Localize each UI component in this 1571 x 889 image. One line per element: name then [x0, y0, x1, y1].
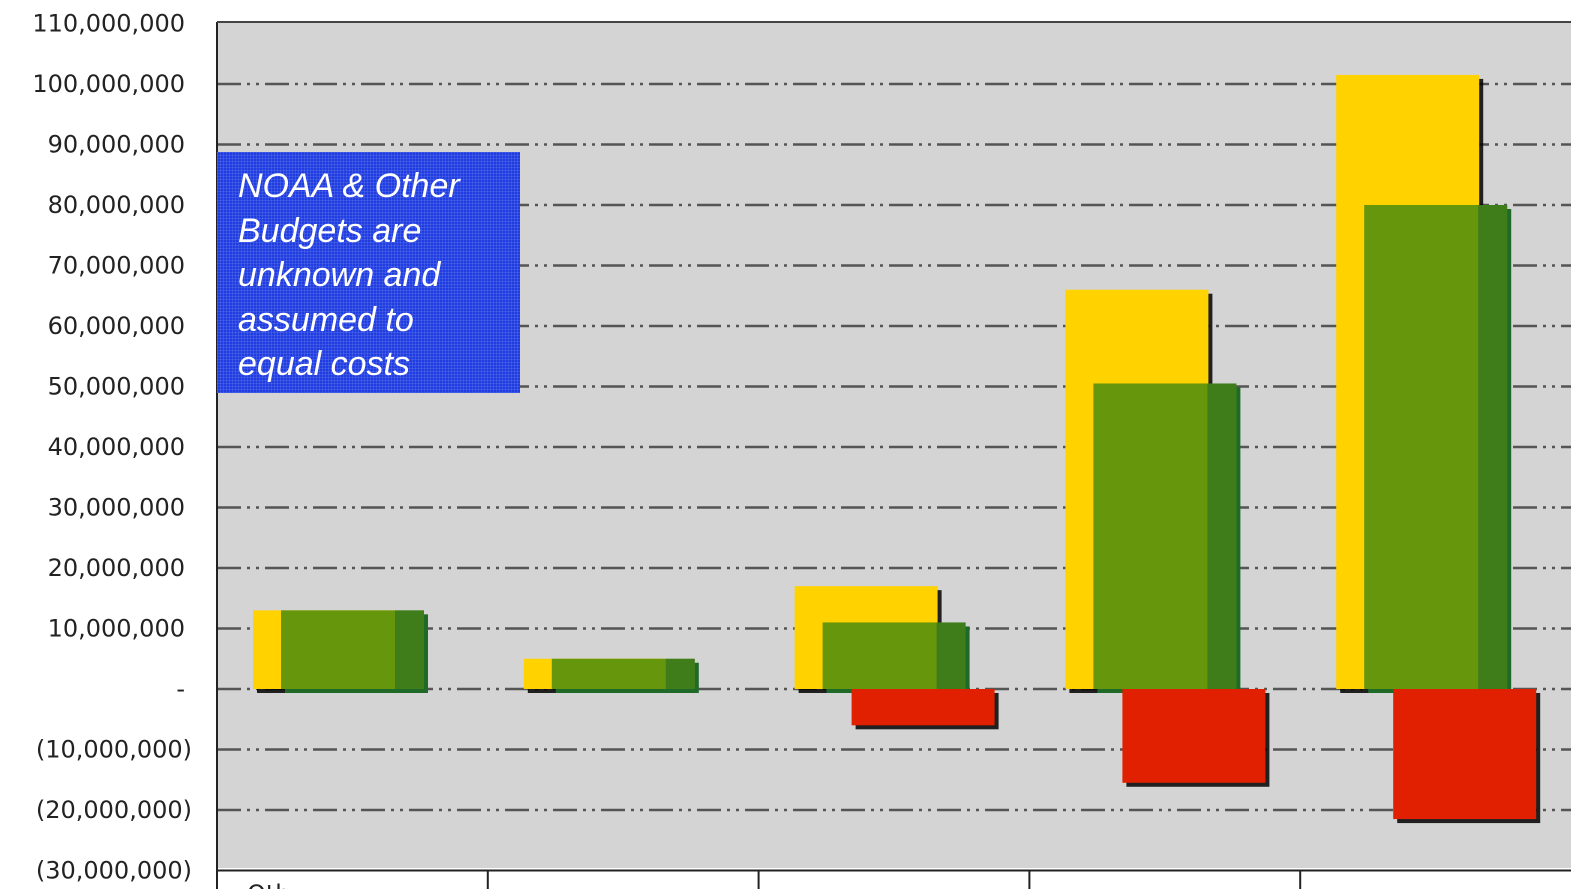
bar-green-side [936, 622, 966, 689]
note-line-3: unknown and [238, 256, 441, 294]
y-tick-label: 60,000,000 [48, 312, 185, 340]
note-line-1: NOAA & Other [238, 167, 460, 205]
annotation-note: NOAA & Other Budgets are unknown and ass… [217, 152, 520, 393]
y-tick-label: 10,000,000 [48, 615, 185, 643]
axes [216, 21, 1571, 889]
bar-red-3 [851, 689, 995, 726]
bar-red-4 [1122, 689, 1266, 783]
bar-red-5 [1393, 689, 1537, 820]
y-tick-label: 70,000,000 [48, 252, 185, 280]
y-tick-label: 100,000,000 [32, 70, 185, 98]
y-tick-label: 30,000,000 [48, 494, 185, 522]
y-tick-label: 110,000,000 [32, 10, 185, 38]
x-category-labels: Oth... [247, 880, 313, 889]
bar-green-side [665, 658, 695, 689]
bar-green-side [395, 610, 424, 689]
y-tick-label: (30,000,000) [36, 857, 192, 885]
x-category-label: Oth... [247, 880, 313, 889]
bar-green-side [1207, 383, 1237, 689]
note-line-4: assumed to [238, 300, 414, 339]
y-tick-label: 90,000,000 [48, 131, 185, 159]
y-tick-label: 40,000,000 [48, 433, 185, 461]
y-tick-label: - [176, 675, 185, 703]
y-tick-label: (20,000,000) [36, 796, 192, 824]
y-tick-label: 80,000,000 [48, 191, 185, 219]
y-tick-labels: 110,000,000 100,000,000 90,000,000 80,000,0… [32, 10, 192, 885]
bars [253, 74, 1541, 824]
y-tick-label: (10,000,000) [36, 736, 192, 764]
note-line-2: Budgets are [238, 211, 422, 250]
y-tick-label: 50,000,000 [48, 373, 185, 401]
note-line-5: equal costs [238, 345, 410, 383]
y-tick-label: 20,000,000 [48, 554, 185, 582]
bar-green-side [1478, 205, 1508, 689]
